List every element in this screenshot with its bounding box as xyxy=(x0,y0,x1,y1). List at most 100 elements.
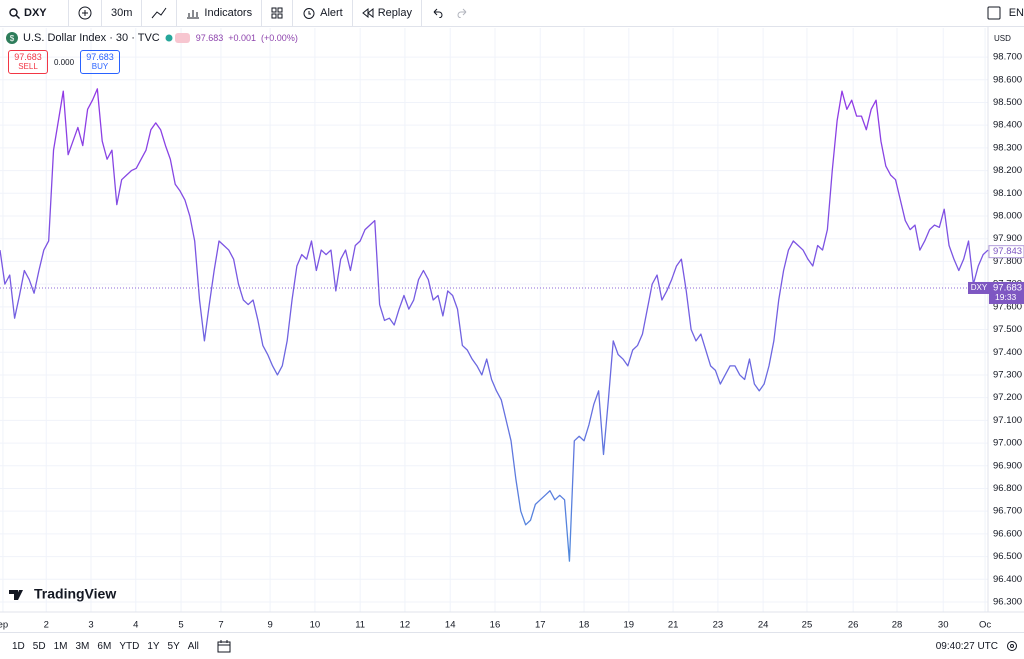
y-tick-label: 97.400 xyxy=(993,347,1022,358)
range-button[interactable]: 1Y xyxy=(147,640,160,652)
y-tick-label: 98.500 xyxy=(993,97,1022,108)
replay-button[interactable]: Replay xyxy=(353,0,422,26)
y-tick-label: 97.200 xyxy=(993,392,1022,403)
y-tick-label: 97.600 xyxy=(993,301,1022,312)
range-button[interactable]: YTD xyxy=(119,640,140,652)
x-tick-label: 21 xyxy=(668,620,679,631)
replay-icon xyxy=(361,8,374,18)
x-tick-label: 3 xyxy=(88,620,93,631)
buy-price: 97.683 xyxy=(86,52,114,62)
x-tick-label: 10 xyxy=(310,620,321,631)
x-tick-label: 26 xyxy=(848,620,859,631)
range-buttons: 1D 5D 1M 3M 6M YTD 1Y 5Y All xyxy=(0,641,203,652)
buy-label: BUY xyxy=(91,62,109,71)
compare-button[interactable] xyxy=(69,0,102,26)
range-button[interactable]: All xyxy=(187,640,199,652)
x-tick-label: 11 xyxy=(355,620,365,631)
y-tick-label: 98.400 xyxy=(993,120,1022,131)
y-tick-label: 98.700 xyxy=(993,52,1022,63)
marker-price-box xyxy=(988,245,1024,259)
sell-label: SELL xyxy=(18,62,38,71)
sell-price: 97.683 xyxy=(14,52,42,62)
y-tick-label: 97.800 xyxy=(993,256,1022,267)
legend: $ U.S. Dollar Index · 30 · TVC 97.683 +0… xyxy=(6,32,298,44)
chart: 98.700 98.600 98.500 98.400 98.300 98.200 98.1… xyxy=(0,27,1024,631)
y-tick-label: 96.300 xyxy=(993,597,1022,608)
y-tick-label: 98.000 xyxy=(993,211,1022,222)
buy-button[interactable]: 97.683 BUY xyxy=(80,50,121,74)
legend-change: +0.001 xyxy=(228,33,257,43)
layouts-button[interactable] xyxy=(262,0,294,26)
legend-price: 97.683 xyxy=(195,33,224,43)
plus-icon xyxy=(78,6,92,20)
symbol: DXY xyxy=(24,7,47,19)
undo-icon[interactable] xyxy=(431,8,443,18)
legend-change-percent: (+0.00%) xyxy=(261,33,298,43)
fullscreen-icon[interactable] xyxy=(987,6,1001,20)
currency-label: USD xyxy=(994,34,1011,43)
x-tick-label: 30 xyxy=(938,620,949,631)
symbol-search[interactable]: DXY xyxy=(0,0,69,26)
top-toolbar: DXY 30m Indicators Alert Replay EN xyxy=(0,0,1024,27)
date-range-icon[interactable] xyxy=(217,639,231,653)
settings-icon[interactable] xyxy=(1006,640,1018,652)
y-tick-label: 96.600 xyxy=(993,528,1022,539)
y-tick-label: 96.800 xyxy=(993,483,1022,494)
y-tick-label: 97.300 xyxy=(993,369,1022,380)
x-tick-label: 19 xyxy=(624,620,635,631)
x-tick-label: 4 xyxy=(133,620,138,631)
x-tick-label: 14 xyxy=(445,620,456,631)
logo-text: TradingView xyxy=(34,586,116,602)
range-button[interactable]: 1D xyxy=(12,640,25,652)
y-tick-label: 96.900 xyxy=(993,460,1022,471)
alert-icon xyxy=(303,8,315,19)
y-tick-label: 97.900 xyxy=(993,233,1022,244)
last-price-box xyxy=(989,281,1024,304)
spread: 0.000 xyxy=(54,57,75,67)
alert-button[interactable]: Alert xyxy=(293,0,353,26)
price-line xyxy=(0,88,989,562)
chart-type-button[interactable] xyxy=(142,0,178,26)
x-tick-label: 5 xyxy=(178,620,183,631)
x-tick-label: 18 xyxy=(579,620,590,631)
range-button[interactable]: 1M xyxy=(53,640,68,652)
y-tick-label: 97.100 xyxy=(993,415,1022,426)
x-tick-label: 17 xyxy=(535,620,546,631)
x-tick-label: 25 xyxy=(802,620,813,631)
status-badges xyxy=(165,33,190,43)
x-tick-label: 12 xyxy=(400,620,411,631)
redo-icon[interactable] xyxy=(457,8,469,18)
interval-button[interactable]: 30m xyxy=(102,0,143,26)
x-tick-label: 16 xyxy=(490,620,501,631)
x-tick-label: 2 xyxy=(44,620,49,631)
y-tick-label: 96.500 xyxy=(993,551,1022,562)
range-button[interactable]: 6M xyxy=(97,640,112,652)
svg-text:$: $ xyxy=(10,34,15,43)
legend-title: U.S. Dollar Index · 30 · TVC xyxy=(23,32,160,44)
y-tick-label: 96.400 xyxy=(993,574,1022,585)
language[interactable]: EN xyxy=(1008,7,1024,19)
range-button[interactable]: 3M xyxy=(75,640,90,652)
line-icon xyxy=(152,7,167,19)
sell-button[interactable]: 97.683 SELL xyxy=(8,50,48,74)
x-tick-label: ep xyxy=(0,620,8,631)
y-tick-label: 97.500 xyxy=(993,324,1022,335)
y-tick-label: 98.100 xyxy=(993,188,1022,199)
symbol-tag: DXY xyxy=(971,283,988,292)
x-tick-label: 28 xyxy=(892,620,903,631)
marker-price-label: 97.843 xyxy=(993,246,1022,257)
indicators-label: Indicators xyxy=(204,7,253,19)
search-icon xyxy=(9,7,20,19)
y-tick-label: 97.000 xyxy=(993,438,1022,449)
y-tick-label: 98.200 xyxy=(993,165,1022,176)
range-button[interactable]: 5D xyxy=(32,640,46,652)
replay-label: Replay xyxy=(377,7,412,19)
symbol-icon: $ xyxy=(6,32,18,44)
range-button[interactable]: 5Y xyxy=(167,640,180,652)
indicators-icon xyxy=(187,10,200,19)
countdown: 19:33 xyxy=(995,292,1017,302)
indicators-button[interactable]: Indicators xyxy=(177,0,263,26)
trade-buttons: 97.683 SELL 0.000 97.683 BUY xyxy=(8,50,121,74)
interval: 30m xyxy=(111,7,133,19)
